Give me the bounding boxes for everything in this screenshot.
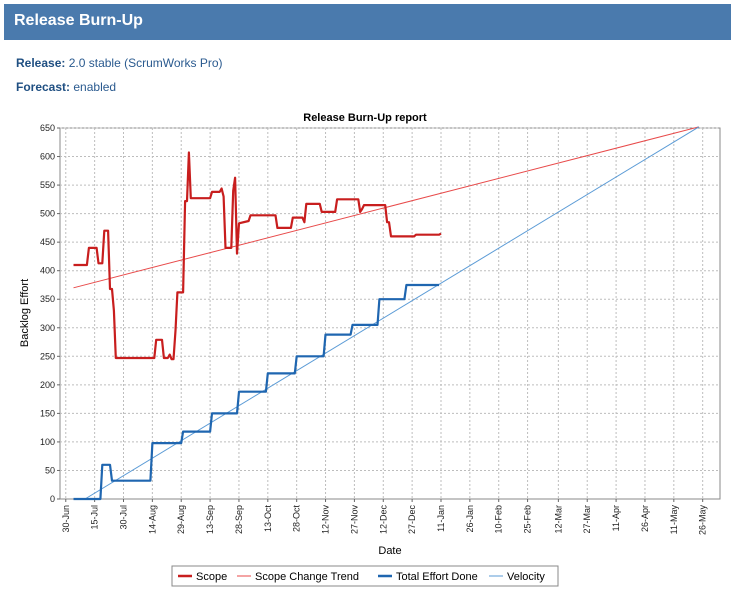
y-tick-label: 0 [50,494,55,504]
x-tick-label: 25-Feb [523,505,533,534]
y-tick-label: 400 [40,266,55,276]
x-tick-label: 14-Aug [147,505,157,534]
legend-scope-label: Scope [196,571,227,583]
x-tick-label: 27-Mar [582,505,592,534]
legend-total-effort-done-label: Total Effort Done [396,571,478,583]
x-tick-label: 13-Oct [263,505,273,533]
x-tick-label: 10-Feb [494,505,504,534]
x-tick-label: 29-Aug [176,505,186,534]
x-tick-label: 15-Jul [90,505,100,530]
chart-title: Release Burn-Up report [303,112,427,124]
x-tick-label: 26-May [698,505,708,536]
legend-velocity-label: Velocity [507,571,545,583]
x-tick-label: 30-Jun [61,505,71,533]
y-tick-label: 200 [40,380,55,390]
x-tick-label: 12-Dec [378,505,388,535]
y-tick-label: 100 [40,437,55,447]
y-axis-label: Backlog Effort [19,279,31,347]
x-tick-label: 27-Nov [349,505,359,535]
y-tick-label: 500 [40,209,55,219]
legend: Scope Scope Change Trend Total Effort Done… [171,565,559,587]
y-tick-label: 350 [40,294,55,304]
x-tick-label: 30-Jul [118,505,128,530]
x-axis-label: Date [378,545,401,557]
forecast-info: Forecast: enabled [16,80,116,94]
series-scope-line [73,151,442,361]
page-title: Release Burn-Up [14,12,143,29]
x-tick-label: 11-Jan [436,505,446,532]
legend-box [171,565,559,587]
series-velocity-line [84,126,700,500]
x-tick-label: 27-Dec [407,505,417,535]
forecast-value: enabled [73,80,117,94]
y-tick-label: 600 [40,152,55,162]
x-tick-label: 11-Apr [611,505,621,531]
legend-scope-change-trend-label: Scope Change Trend [255,571,359,583]
x-tick-label: 11-May [669,505,679,535]
x-tick-label: 12-Nov [321,505,331,535]
x-tick-label: 28-Oct [292,505,302,533]
y-tick-label: 300 [40,323,55,333]
series-total-effort-done-line [73,283,440,501]
burnup-chart: Release Burn-Up report 0 50 100 150 200 250 30… [19,112,721,587]
y-tick-label: 550 [40,180,55,190]
y-tick-label: 650 [40,123,55,133]
y-tick-label: 250 [40,351,55,361]
page-header: Release Burn-Up [4,4,731,40]
x-tick-label: 13-Sep [205,505,215,534]
x-tick-label: 28-Sep [234,505,244,534]
forecast-label: Forecast: [16,80,71,94]
x-tick-label: 26-Jan [465,505,475,533]
release-label: Release: [16,56,66,70]
y-tick-label: 450 [40,237,55,247]
y-tick-label: 50 [45,465,55,475]
y-tick-label: 150 [40,408,55,418]
x-tick-label: 12-Mar [553,505,563,534]
release-info: Release: 2.0 stable (ScrumWorks Pro) [16,56,223,70]
x-tick-label: 26-Apr [640,505,650,532]
release-value: 2.0 stable (ScrumWorks Pro) [68,56,223,70]
plot-area [59,127,721,500]
